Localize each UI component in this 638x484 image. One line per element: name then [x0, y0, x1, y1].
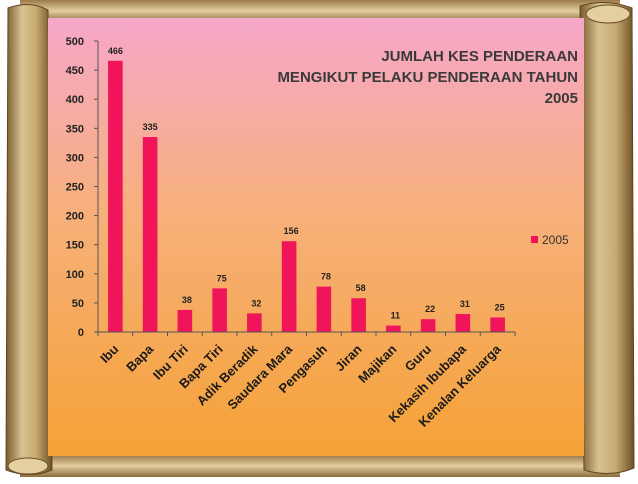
bar [142, 137, 158, 332]
chart-title: JUMLAH KES PENDERAAN MENGIKUT PELAKU PEN… [277, 48, 578, 107]
legend-label: 2005 [542, 233, 569, 247]
title-line-3: 2005 [545, 90, 578, 107]
y-tick-label: 350 [66, 123, 84, 135]
data-label: 32 [251, 298, 261, 308]
y-tick-label: 200 [66, 211, 84, 223]
scroll-left-curl [7, 457, 49, 475]
scroll-frame [5, 0, 635, 477]
data-label: 466 [108, 46, 123, 56]
y-axis: 0 50 100 150 200 250 300 350 400 450 500 [66, 36, 99, 339]
y-tick-label: 450 [66, 65, 84, 77]
bar [281, 241, 297, 332]
data-label: 58 [356, 283, 366, 293]
data-label: 75 [217, 273, 227, 283]
y-tick-label: 250 [66, 182, 84, 194]
legend-swatch [531, 236, 538, 243]
data-label: 38 [182, 295, 192, 305]
y-tick-label: 400 [66, 94, 84, 106]
data-label: 25 [495, 302, 505, 312]
title-line-1: JUMLAH KES PENDERAAN [381, 48, 578, 65]
scroll-right-roll [579, 2, 635, 474]
bar [386, 325, 401, 332]
legend: 2005 [531, 233, 569, 247]
y-tick-label: 300 [66, 152, 84, 164]
scroll-right-curl [585, 4, 631, 24]
bar [316, 286, 332, 332]
bar [351, 298, 366, 332]
bar [455, 313, 471, 332]
data-label: 11 [391, 311, 401, 321]
bar [177, 309, 193, 332]
data-label: 31 [460, 299, 470, 309]
title-line-2: MENGIKUT PELAKU PENDERAAN TAHUN [277, 69, 578, 86]
data-label: 78 [321, 272, 331, 282]
data-label: 335 [143, 122, 158, 132]
chart-background [48, 18, 584, 456]
bar [212, 288, 227, 332]
scroll-left-roll [5, 4, 53, 475]
data-label: 22 [425, 304, 435, 314]
bar [490, 317, 505, 332]
y-tick-label: 0 [78, 327, 84, 339]
bars [108, 60, 505, 333]
y-tick-label: 100 [66, 269, 84, 281]
bar [420, 319, 436, 332]
y-tick-label: 50 [72, 298, 84, 310]
bar [108, 60, 123, 333]
bar [247, 313, 262, 332]
scroll-bottom-band [20, 455, 620, 477]
y-tick-label: 500 [66, 36, 84, 48]
data-labels: 466 335 38 75 32 156 78 58 11 22 31 25 [108, 46, 505, 321]
scroll-top-band [20, 0, 620, 22]
data-label: 156 [284, 226, 299, 236]
y-tick-label: 150 [66, 240, 84, 252]
